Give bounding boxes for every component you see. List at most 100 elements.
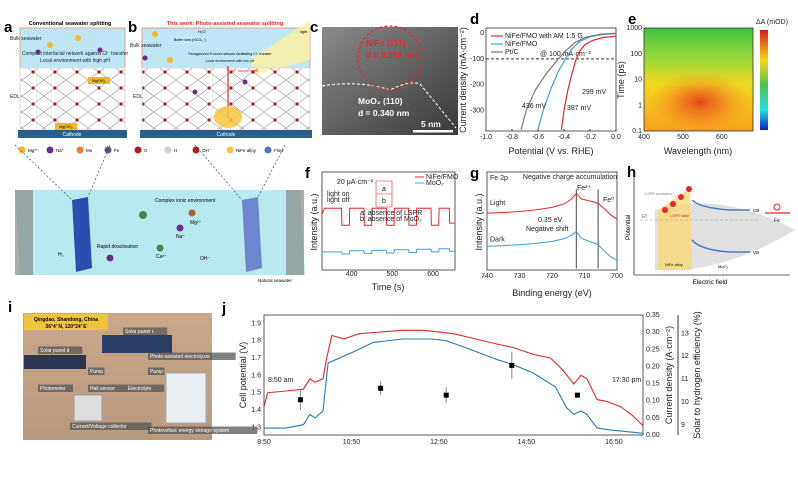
nife-region-circle — [357, 25, 423, 91]
panel-label-f: f — [305, 165, 311, 182]
lspr-state-label: LSPR state — [670, 214, 689, 218]
panel-c: c NiFe (111) d = 0.202 nm MoO₂ (110) d =… — [310, 19, 458, 135]
mg-ion — [152, 31, 158, 37]
series-line-1 — [537, 33, 617, 130]
y-axis-label: Time (ps) — [616, 61, 626, 99]
panel-a: a Conventional seawater splitting Cathod… — [4, 19, 128, 138]
panel-label-h: h — [627, 164, 636, 181]
x-tick-label: 10:50 — [343, 439, 361, 446]
photo-label-bg — [126, 384, 165, 392]
annotation: light off — [327, 197, 349, 204]
sth-point — [297, 397, 303, 403]
left-tick-label: 1.6 — [251, 372, 261, 379]
right-tick-label: 0.10 — [646, 398, 660, 405]
legend-label: O — [144, 148, 148, 153]
mg-ion — [167, 57, 173, 63]
ion-sphere — [139, 211, 147, 219]
x-tick-label: 730 — [514, 273, 526, 280]
y-tick-label: -300 — [470, 107, 484, 114]
light-label: light — [300, 29, 308, 34]
annotation: 436 mV — [522, 103, 546, 110]
ion-legend: Mg²⁺ Na⁺ Mo Fe O H OH⁻ NiFe alloy Flow — [18, 146, 284, 154]
x-tick-label: 400 — [638, 134, 650, 141]
annotation: Fe⁰ — [603, 196, 614, 204]
annotation: a — [382, 186, 386, 193]
sth-point — [443, 392, 449, 398]
legend-label: H — [174, 148, 177, 153]
right-tick-label: 0.35 — [646, 312, 660, 319]
y-axis-label: Current density (mA·cm⁻²) — [458, 27, 468, 133]
h-xlabel: Electric field — [692, 279, 727, 286]
legend-label: MoO₂ — [426, 180, 444, 187]
y-axis-label: Intensity (a.u.) — [474, 193, 484, 250]
legend-label: NiFe/FMO — [505, 41, 538, 48]
y-tick-label: 0.1 — [632, 128, 642, 135]
y-tick-label: -100 — [470, 56, 484, 63]
na-ion — [192, 89, 198, 95]
annotation: Negative shift — [526, 226, 568, 233]
precipitate-badge — [88, 77, 110, 84]
electron — [670, 201, 676, 207]
x-axis-label: Wavelength (nm) — [664, 146, 732, 156]
nife-alloy-label: NiFe alloy — [665, 262, 683, 267]
cb-band — [691, 199, 750, 211]
reference-label: @ 100 mA·cm⁻² — [540, 51, 592, 58]
seawater-tank: Complex ionic environment Rapid deactiva… — [14, 144, 305, 283]
series-line-1 — [322, 248, 455, 255]
photo-label: Solar panel Ⅰ — [125, 329, 153, 335]
legend-label: Na⁺ — [56, 148, 65, 153]
h-axes — [633, 172, 790, 276]
chart-g: g 740 730 720 710 700 Light Dark Fe 2p Negative c… — [470, 165, 623, 298]
annotation: 0.35 eV — [538, 217, 562, 224]
natural-seawater-label: Natural seawater — [258, 278, 293, 283]
plot-frame — [643, 27, 754, 132]
series-line-1 — [486, 230, 618, 261]
bulk-seawater-region — [19, 27, 126, 69]
photo-label: Hall sensor — [90, 386, 115, 392]
photo-label: Photovoltaic energy storage system — [150, 428, 229, 434]
solar-panel-1 — [102, 335, 172, 353]
panel-label-j: j — [221, 300, 226, 317]
photo-label-bg — [148, 352, 236, 360]
edl-label: EDL — [10, 94, 20, 100]
legend-label: NiFe/FMO with AM 1.5 G — [505, 33, 583, 40]
interface-line — [321, 82, 457, 129]
panel-a-line1: Compact interfacial network against Cl⁻ … — [22, 51, 129, 57]
electron — [678, 194, 684, 200]
legend-swatch — [76, 146, 84, 154]
left-tick-label: 1.8 — [251, 338, 261, 345]
photo-label: Solar panel Ⅱ — [40, 348, 69, 354]
right-tick-label: 0.15 — [646, 381, 660, 388]
location-label: Qingdao, Shandong, China — [34, 317, 98, 323]
precipitate-label: Mg(OH)₂ — [92, 79, 106, 83]
inset-box — [375, 180, 393, 208]
outer-tick-label: 10 — [681, 399, 689, 406]
annotation: a: absence of LSPR — [360, 210, 422, 217]
series-line-0 — [560, 35, 617, 130]
legend-swatch — [134, 146, 142, 154]
y-tick-label: 100 — [630, 51, 642, 58]
electron — [773, 203, 781, 211]
series-line-0 — [263, 329, 644, 426]
left-tick-label: 1.7 — [251, 355, 261, 362]
legend-swatch — [226, 146, 234, 154]
x-tick-label: 14:50 — [518, 439, 536, 446]
heatmap-hotspot — [650, 72, 750, 132]
tank-wall-left — [15, 190, 33, 275]
series-line-0 — [321, 207, 455, 226]
panel-label-a: a — [4, 19, 13, 36]
x-tick-label: -0.8 — [506, 134, 518, 141]
panel-i: i Qingdao, Shandong, China 36°4' N, 120°… — [8, 299, 258, 440]
x-tick-label: -0.4 — [558, 134, 570, 141]
outer-tick-label: 11 — [681, 376, 688, 383]
legend-swatch — [18, 146, 26, 154]
panel-label-e: e — [628, 11, 636, 28]
x-tick-label: 8:50 — [257, 439, 271, 446]
ion-sphere — [176, 224, 184, 232]
plot-frame — [486, 171, 618, 271]
chart-j: j1.31.41.51.61.71.81.90.000.050.100.150.… — [221, 300, 702, 446]
annotation: Fe²⁺ — [577, 185, 592, 192]
plot-frame — [485, 27, 617, 132]
